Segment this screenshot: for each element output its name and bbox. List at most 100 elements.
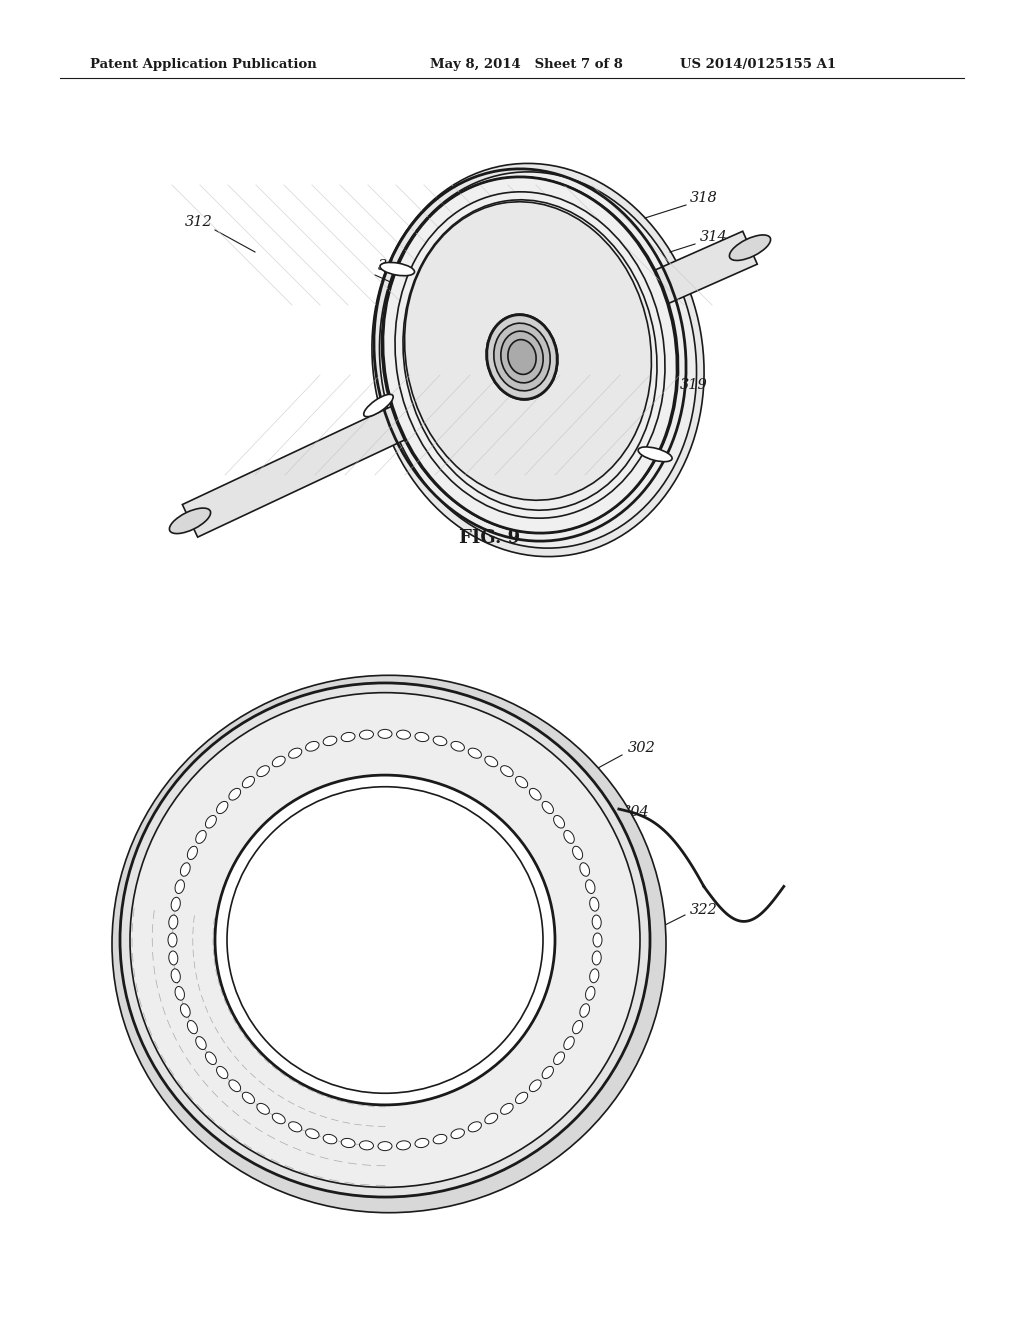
Ellipse shape <box>305 1129 319 1139</box>
Ellipse shape <box>359 1140 374 1150</box>
Ellipse shape <box>324 737 337 746</box>
Ellipse shape <box>180 863 190 876</box>
Ellipse shape <box>216 801 228 813</box>
Ellipse shape <box>515 776 527 788</box>
Ellipse shape <box>215 775 555 1105</box>
Ellipse shape <box>289 1122 302 1131</box>
Text: 314: 314 <box>378 259 406 273</box>
Ellipse shape <box>508 339 537 375</box>
Ellipse shape <box>403 199 657 511</box>
Ellipse shape <box>572 846 583 859</box>
Polygon shape <box>182 355 515 537</box>
Ellipse shape <box>257 1104 269 1114</box>
Ellipse shape <box>564 830 574 843</box>
Ellipse shape <box>341 733 355 742</box>
Ellipse shape <box>272 1113 286 1123</box>
Ellipse shape <box>196 1036 206 1049</box>
Ellipse shape <box>216 1067 228 1078</box>
Ellipse shape <box>468 748 481 758</box>
Ellipse shape <box>305 742 319 751</box>
Text: 320: 320 <box>510 348 538 363</box>
Ellipse shape <box>433 1134 446 1144</box>
Ellipse shape <box>120 682 650 1197</box>
Text: 312: 312 <box>185 215 213 228</box>
Text: 318: 318 <box>690 191 718 205</box>
Ellipse shape <box>168 933 177 946</box>
Ellipse shape <box>529 788 541 800</box>
Ellipse shape <box>415 1138 429 1147</box>
Ellipse shape <box>380 263 415 276</box>
Ellipse shape <box>187 846 198 859</box>
Ellipse shape <box>542 801 553 813</box>
Ellipse shape <box>324 1134 337 1144</box>
Ellipse shape <box>171 898 180 911</box>
Ellipse shape <box>729 235 771 260</box>
Ellipse shape <box>494 323 550 391</box>
Ellipse shape <box>289 748 302 758</box>
Ellipse shape <box>501 1104 513 1114</box>
Ellipse shape <box>501 331 543 383</box>
Ellipse shape <box>257 766 269 776</box>
Ellipse shape <box>592 950 601 965</box>
Ellipse shape <box>169 915 178 929</box>
Ellipse shape <box>169 508 211 533</box>
Ellipse shape <box>169 950 178 965</box>
Ellipse shape <box>592 915 601 929</box>
Ellipse shape <box>404 202 651 500</box>
Text: FIG. 9: FIG. 9 <box>460 529 520 546</box>
Ellipse shape <box>494 323 550 391</box>
Ellipse shape <box>542 1067 553 1078</box>
Ellipse shape <box>396 730 411 739</box>
Ellipse shape <box>593 933 602 946</box>
Ellipse shape <box>586 986 595 1001</box>
Ellipse shape <box>112 676 666 1213</box>
Ellipse shape <box>451 1129 465 1139</box>
Ellipse shape <box>554 816 564 828</box>
Ellipse shape <box>508 339 537 375</box>
Text: 314: 314 <box>700 230 728 244</box>
Text: 322: 322 <box>690 903 718 917</box>
Ellipse shape <box>175 880 184 894</box>
Text: 302: 302 <box>628 741 655 755</box>
Ellipse shape <box>501 331 543 383</box>
Ellipse shape <box>234 795 535 1085</box>
Ellipse shape <box>564 1036 574 1049</box>
Ellipse shape <box>580 1003 590 1018</box>
Ellipse shape <box>364 395 393 417</box>
Ellipse shape <box>638 447 672 462</box>
Ellipse shape <box>227 787 543 1093</box>
Text: 306: 306 <box>408 805 436 818</box>
Ellipse shape <box>396 1140 411 1150</box>
Ellipse shape <box>378 1142 392 1151</box>
Ellipse shape <box>572 1020 583 1034</box>
Ellipse shape <box>130 693 640 1188</box>
Ellipse shape <box>415 733 429 742</box>
Text: Patent Application Publication: Patent Application Publication <box>90 58 316 71</box>
Text: May 8, 2014   Sheet 7 of 8: May 8, 2014 Sheet 7 of 8 <box>430 58 623 71</box>
Polygon shape <box>529 231 758 359</box>
Ellipse shape <box>359 730 374 739</box>
Ellipse shape <box>272 756 286 767</box>
Ellipse shape <box>484 756 498 767</box>
Ellipse shape <box>580 863 590 876</box>
Text: 316: 316 <box>706 261 734 275</box>
Ellipse shape <box>468 1122 481 1131</box>
Ellipse shape <box>501 766 513 776</box>
Text: 319: 319 <box>680 378 708 392</box>
Ellipse shape <box>171 969 180 982</box>
Ellipse shape <box>451 742 465 751</box>
Ellipse shape <box>433 737 446 746</box>
Ellipse shape <box>206 1052 216 1064</box>
Text: FIG. 10: FIG. 10 <box>353 1101 427 1119</box>
Ellipse shape <box>554 1052 564 1064</box>
Ellipse shape <box>228 788 241 800</box>
Ellipse shape <box>187 1020 198 1034</box>
Ellipse shape <box>380 172 696 548</box>
Ellipse shape <box>228 1080 241 1092</box>
Ellipse shape <box>395 191 665 519</box>
Ellipse shape <box>529 1080 541 1092</box>
Ellipse shape <box>486 314 557 399</box>
Ellipse shape <box>378 730 392 738</box>
Ellipse shape <box>196 830 206 843</box>
Text: 304: 304 <box>622 805 650 818</box>
